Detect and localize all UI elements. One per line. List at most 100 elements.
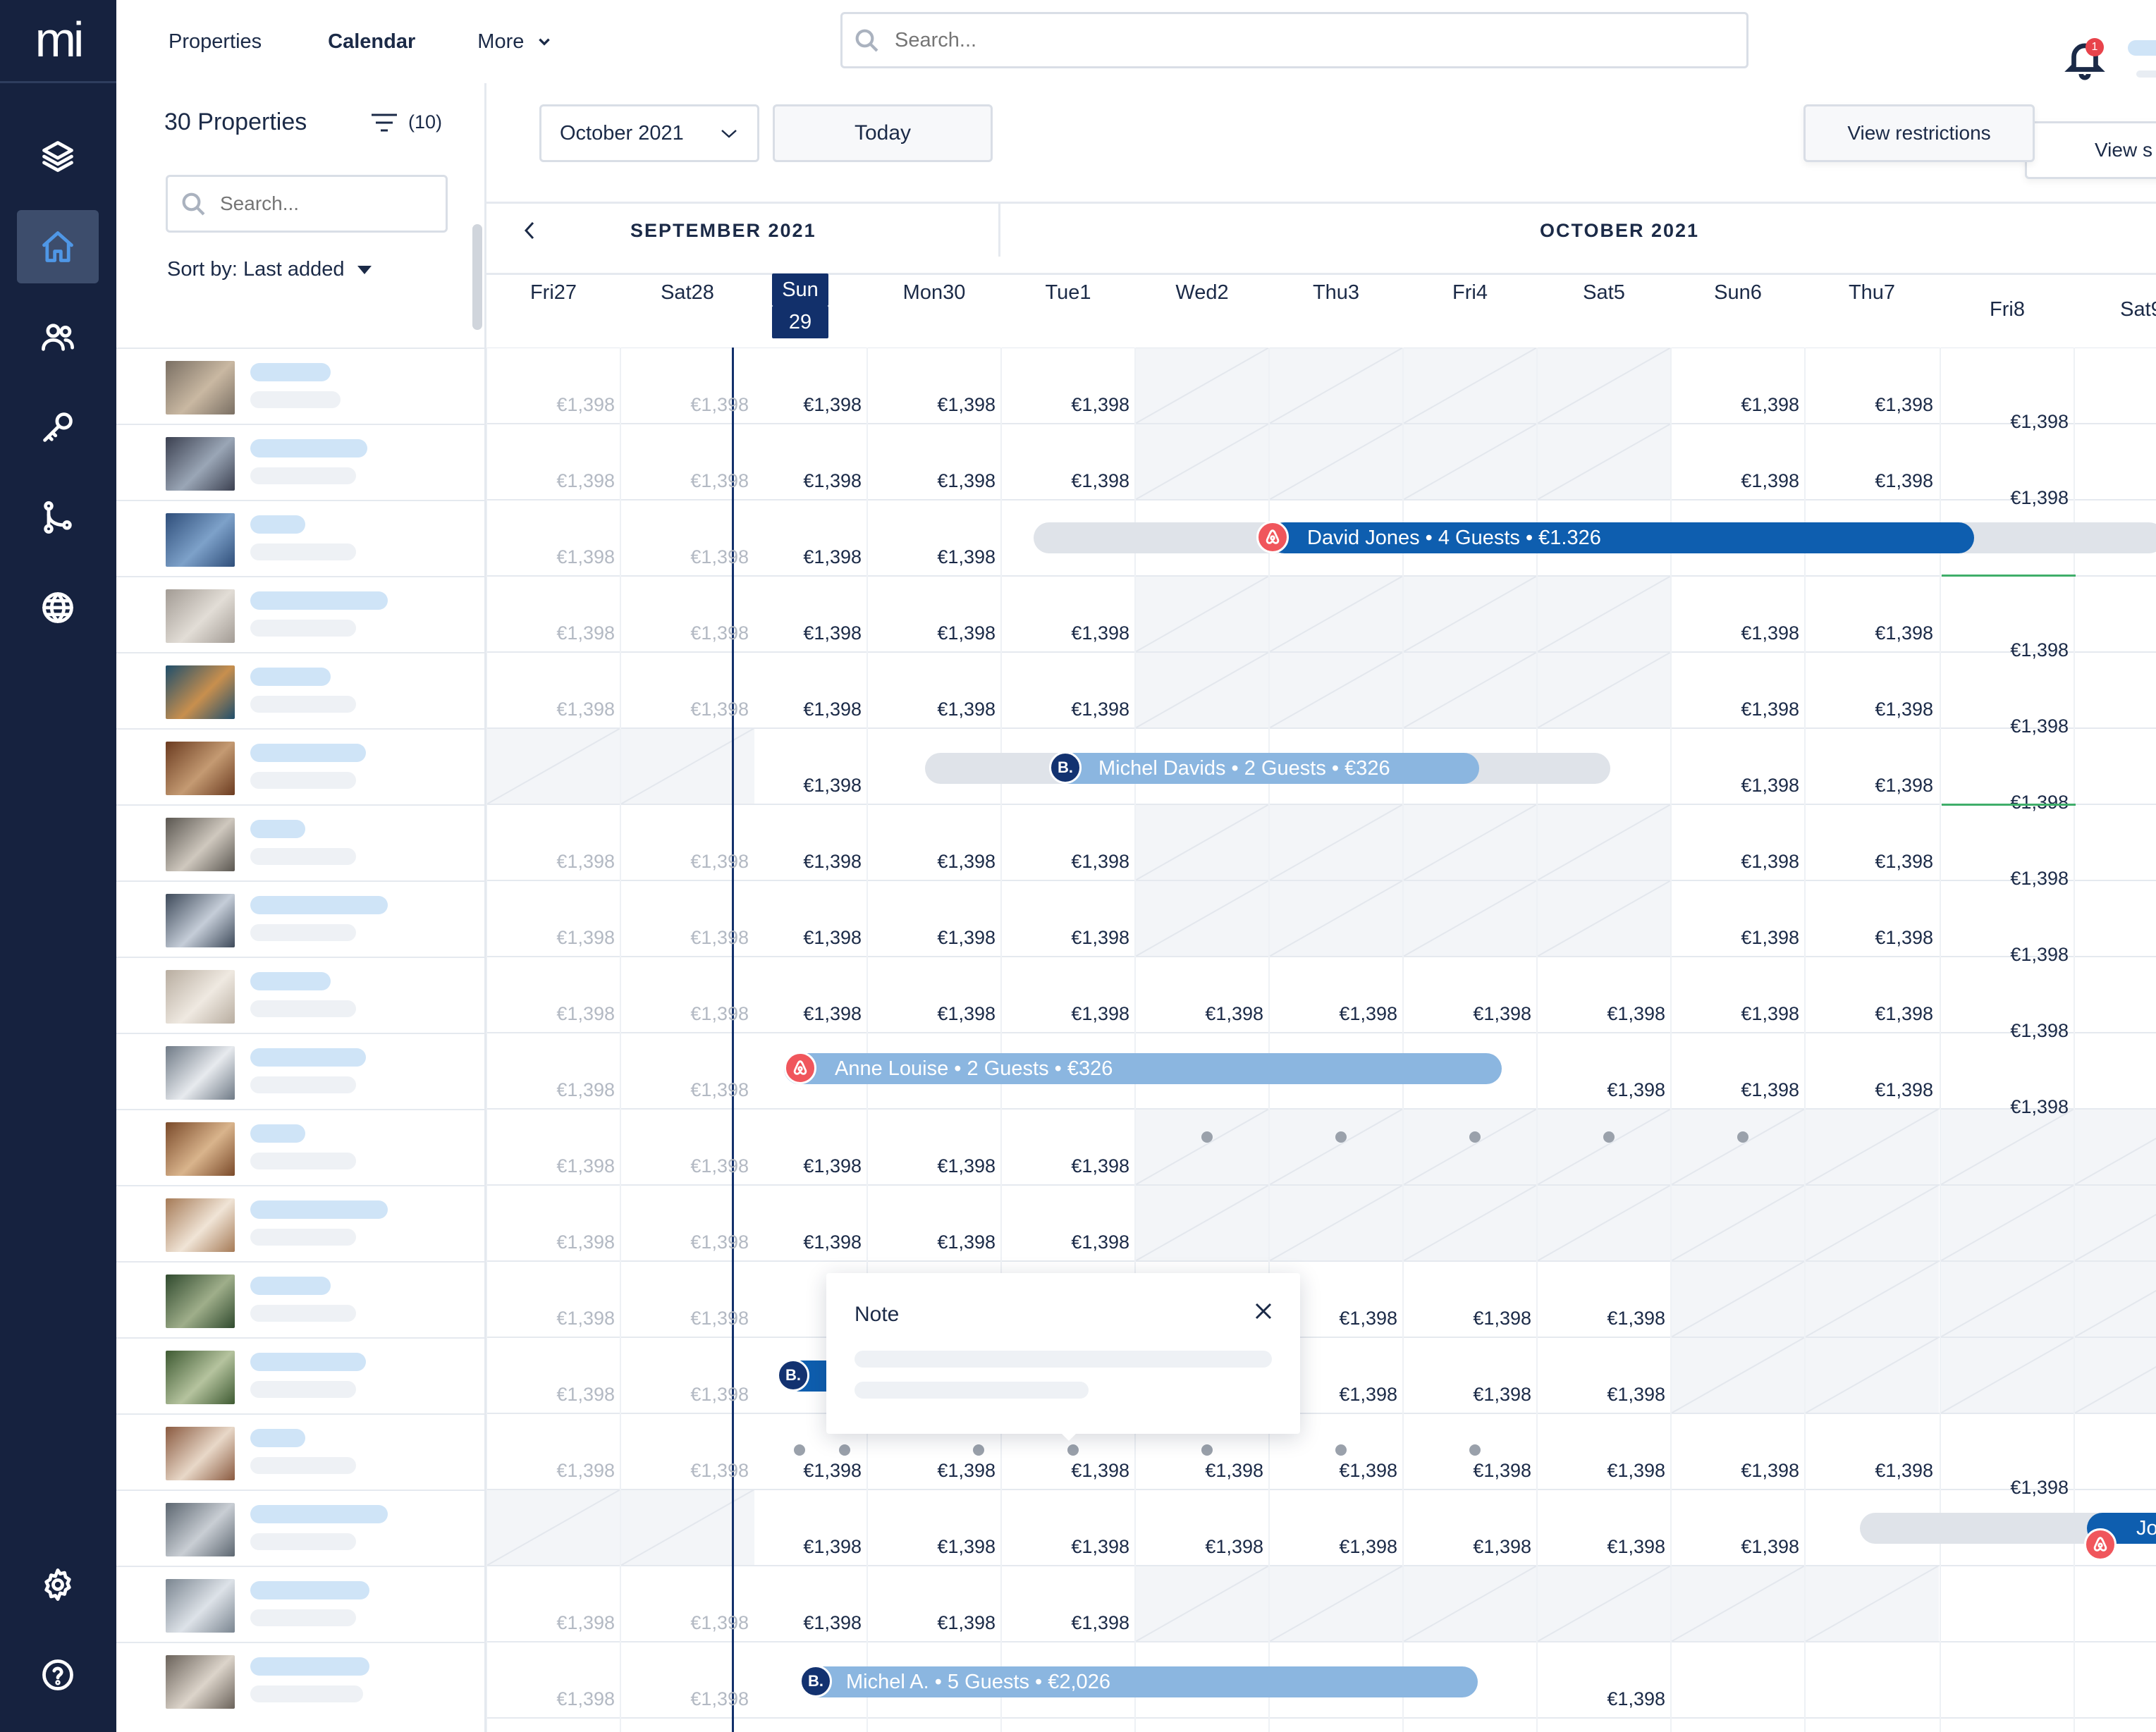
price-cell[interactable]: €1,398	[690, 1308, 749, 1329]
price-cell[interactable]: €1,398	[556, 1155, 615, 1177]
price-cell[interactable]: €1,398	[556, 394, 615, 415]
price-cell[interactable]: €1,398	[803, 775, 862, 796]
price-cell[interactable]: €1,398	[1339, 1308, 1397, 1329]
property-row[interactable]	[116, 1490, 486, 1566]
price-cell[interactable]: €1,398	[1607, 1536, 1665, 1557]
price-cell[interactable]: €1,398	[1071, 1232, 1129, 1253]
price-cell[interactable]: €1,398	[1205, 1460, 1263, 1481]
price-cell[interactable]: €1,398	[690, 546, 749, 567]
property-row[interactable]	[116, 576, 486, 652]
price-cell[interactable]: €1,398	[1339, 1384, 1397, 1405]
price-cell[interactable]: €1,398	[937, 699, 996, 720]
day-header[interactable]: Wed2	[1135, 276, 1269, 309]
price-cell[interactable]: €1,398	[690, 1079, 749, 1100]
property-row[interactable]	[116, 1413, 486, 1490]
day-header[interactable]: Fri27	[486, 276, 620, 309]
price-cell[interactable]: €1,398	[556, 622, 615, 644]
price-cell[interactable]: €1,398	[1071, 1155, 1129, 1177]
property-search-input[interactable]	[220, 192, 431, 215]
property-search[interactable]	[166, 175, 448, 233]
price-cell[interactable]: €1,398	[1875, 699, 1933, 720]
price-cell[interactable]: €1,398	[2010, 944, 2069, 965]
price-cell[interactable]: €1,398	[1071, 851, 1129, 872]
price-cell[interactable]: €1,398	[556, 1308, 615, 1329]
sort-dropdown[interactable]: Sort by: Last added	[167, 258, 372, 281]
price-cell[interactable]: €1,398	[1875, 394, 1933, 415]
sidebar-item-settings[interactable]	[17, 1548, 99, 1621]
property-row[interactable]	[116, 880, 486, 957]
property-row[interactable]	[116, 1566, 486, 1642]
price-cell[interactable]: €1,398	[690, 1612, 749, 1633]
price-cell[interactable]: €1,398	[1339, 1536, 1397, 1557]
price-cell[interactable]: €1,398	[556, 1384, 615, 1405]
day-header[interactable]: Fri4	[1403, 276, 1537, 309]
price-cell[interactable]: €1,398	[803, 546, 862, 567]
app-logo[interactable]: mi	[0, 0, 116, 83]
note-indicator[interactable]	[1469, 1444, 1481, 1456]
filter-button[interactable]: (10)	[370, 111, 442, 133]
price-cell[interactable]: €1,398	[803, 927, 862, 948]
price-cell[interactable]: €1,398	[803, 470, 862, 491]
price-cell[interactable]: €1,398	[937, 1460, 996, 1481]
price-cell[interactable]: €1,398	[803, 1460, 862, 1481]
price-cell[interactable]: €1,398	[2010, 1096, 2069, 1117]
day-header[interactable]: Sun 29	[733, 274, 867, 338]
price-cell[interactable]: €1,398	[937, 470, 996, 491]
price-cell[interactable]: €1,398	[1339, 1460, 1397, 1481]
price-cell[interactable]: €1,398	[1607, 1079, 1665, 1100]
blocked-cell[interactable]	[2074, 1185, 2156, 1261]
note-indicator[interactable]	[839, 1444, 850, 1456]
price-cell[interactable]: €1,398	[1071, 1003, 1129, 1024]
price-cell[interactable]: €1,398	[937, 394, 996, 415]
note-indicator[interactable]	[1335, 1131, 1347, 1143]
price-cell[interactable]: €1,398	[803, 1612, 862, 1633]
reservation-bar[interactable]: Anne Louise • 2 Guests • €326	[784, 1053, 1502, 1084]
price-cell[interactable]: €1,398	[556, 851, 615, 872]
price-cell[interactable]: €1,398	[1205, 1536, 1263, 1557]
price-cell[interactable]: €1,398	[937, 1612, 996, 1633]
price-cell[interactable]: €1,398	[2010, 868, 2069, 889]
reservation-bar[interactable]: David Jones • 4 Guests • €1.326	[1269, 522, 1974, 553]
price-cell[interactable]: €1,398	[1741, 927, 1799, 948]
nav-more[interactable]: More	[477, 30, 552, 54]
price-cell[interactable]: €1,398	[1741, 1460, 1799, 1481]
day-header[interactable]: Thu3	[1269, 276, 1403, 309]
day-header[interactable]: Sat5	[1537, 276, 1671, 309]
price-cell[interactable]: €1,398	[1205, 1003, 1263, 1024]
price-cell[interactable]: €1,398	[1607, 1460, 1665, 1481]
price-cell[interactable]: €1,398	[937, 546, 996, 567]
nav-calendar[interactable]: Calendar	[328, 30, 416, 53]
property-row[interactable]	[116, 1033, 486, 1109]
view-second-button[interactable]: View s	[2025, 121, 2156, 179]
note-indicator[interactable]	[973, 1444, 984, 1456]
price-cell[interactable]: €1,398	[556, 1460, 615, 1481]
price-cell[interactable]: €1,398	[1875, 1460, 1933, 1481]
price-cell[interactable]: €1,398	[1071, 699, 1129, 720]
blocked-cell[interactable]	[2074, 1109, 2156, 1185]
price-cell[interactable]: €1,398	[937, 851, 996, 872]
price-cell[interactable]: €1,398	[2010, 411, 2069, 432]
price-cell[interactable]: €1,398	[2010, 1477, 2069, 1498]
property-row[interactable]	[116, 1185, 486, 1261]
price-cell[interactable]: €1,398	[556, 927, 615, 948]
sidebar-item-keys[interactable]	[17, 391, 99, 464]
price-cell[interactable]: €1,398	[1473, 1460, 1531, 1481]
price-cell[interactable]: €1,398	[937, 927, 996, 948]
price-cell[interactable]: €1,398	[1071, 470, 1129, 491]
price-cell[interactable]: €1,398	[803, 851, 862, 872]
price-cell[interactable]: €1,398	[937, 1003, 996, 1024]
note-close-button[interactable]	[1252, 1300, 1275, 1322]
day-header[interactable]: Sat28	[620, 276, 754, 309]
price-cell[interactable]: €1,398	[937, 1232, 996, 1253]
note-indicator[interactable]	[1737, 1131, 1748, 1143]
blocked-cell[interactable]	[2074, 1337, 2156, 1413]
price-cell[interactable]: €1,398	[1741, 1003, 1799, 1024]
blocked-cell[interactable]	[2074, 1261, 2156, 1337]
property-row[interactable]	[116, 1109, 486, 1185]
price-cell[interactable]: €1,398	[1875, 775, 1933, 796]
price-cell[interactable]: €1,398	[803, 622, 862, 644]
price-cell[interactable]: €1,398	[690, 1460, 749, 1481]
today-button[interactable]: Today	[773, 104, 993, 162]
reservation-bar[interactable]: Michel A. • 5 Guests • €2,026	[801, 1666, 1478, 1697]
price-cell[interactable]: €1,398	[2010, 487, 2069, 508]
